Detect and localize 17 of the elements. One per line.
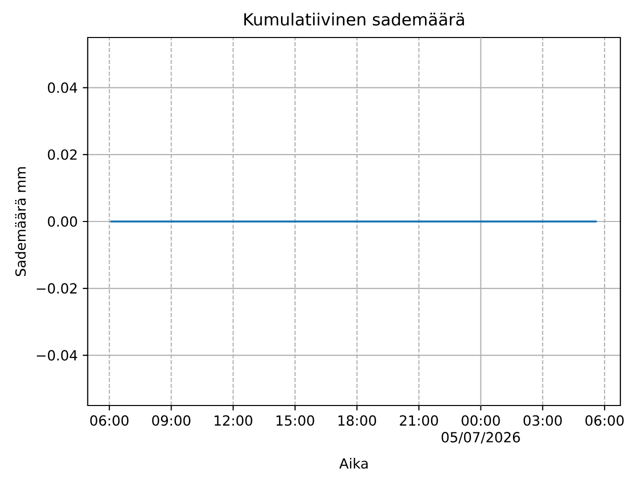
y-tick-label: 0.00: [48, 216, 78, 227]
x-tick-label: 12:00: [214, 415, 252, 426]
x-tick-label: 21:00: [400, 415, 438, 426]
y-tick-label: −0.02: [36, 283, 77, 294]
y-axis-title: Sademäärä mm: [15, 167, 26, 276]
x-axis-title: Aika: [339, 458, 368, 469]
x-tick-label: 06:00: [90, 415, 128, 426]
y-tick-label: 0.02: [48, 149, 77, 160]
y-tick-label: −0.04: [36, 350, 78, 361]
x-tick-label: 00:00 05/07/2026: [442, 415, 520, 444]
x-tick-label: 06:00: [585, 415, 624, 426]
y-tick-label: 0.04: [48, 82, 78, 93]
x-tick-label: 03:00: [524, 415, 562, 426]
x-tick-label: 09:00: [152, 415, 190, 426]
x-tick-label: 15:00: [276, 415, 314, 426]
x-tick-label: 18:00: [338, 415, 376, 426]
chart-title: Kumulatiivinen sademäärä: [244, 12, 464, 26]
